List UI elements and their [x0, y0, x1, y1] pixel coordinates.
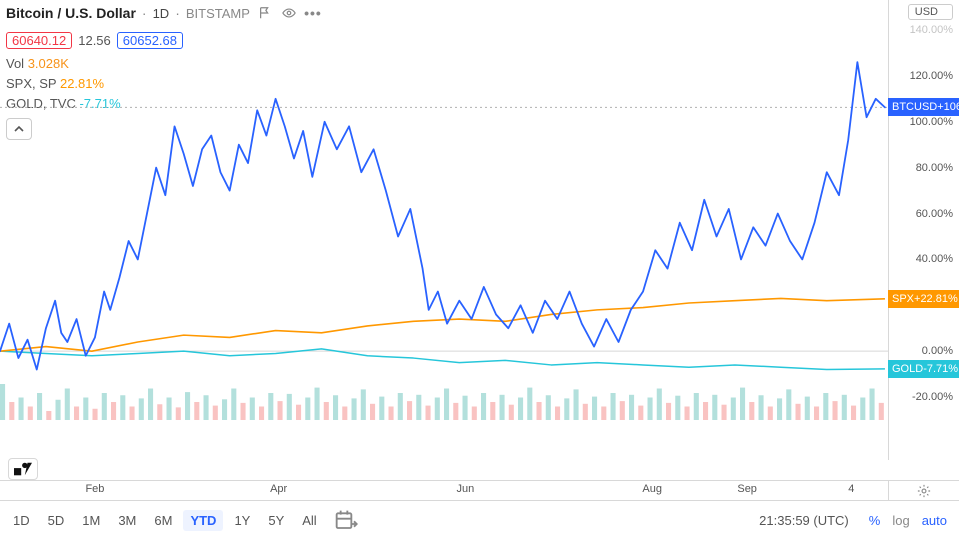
range-all[interactable]: All	[295, 510, 323, 531]
y-tick: 60.00%	[916, 208, 953, 220]
y-tick: 40.00%	[916, 253, 953, 265]
y-tick: 120.00%	[910, 70, 953, 82]
chart-plot[interactable]	[0, 0, 888, 460]
auto-button[interactable]: auto	[916, 510, 953, 531]
x-tick: Aug	[642, 483, 662, 495]
tradingview-logo[interactable]	[8, 458, 38, 480]
goto-date-icon[interactable]	[334, 508, 358, 532]
y-tick: 100.00%	[910, 116, 953, 128]
y-tick: 80.00%	[916, 162, 953, 174]
range-1m[interactable]: 1M	[75, 510, 107, 531]
y-label-btcusd: BTCUSD+106.28%	[888, 98, 959, 116]
percent-button[interactable]: %	[863, 510, 887, 531]
x-tick: Feb	[85, 483, 104, 495]
y-tick: -20.00%	[912, 391, 953, 403]
range-3m[interactable]: 3M	[111, 510, 143, 531]
y-tick: 140.00%	[910, 24, 953, 36]
x-tick: 4	[848, 483, 854, 495]
x-axis[interactable]: Feb Apr Jun Aug Sep 4	[0, 480, 888, 500]
y-label-gold: GOLD-7.71%	[888, 360, 959, 378]
y-tick: 0.00%	[922, 345, 953, 357]
log-button[interactable]: log	[886, 510, 915, 531]
range-1y[interactable]: 1Y	[227, 510, 257, 531]
x-tick: Apr	[270, 483, 287, 495]
footer-toolbar: 1D5D1M3M6MYTD1Y5YAll 21:35:59 (UTC) % lo…	[0, 500, 959, 539]
range-buttons: 1D5D1M3M6MYTD1Y5YAll	[6, 510, 324, 531]
axis-settings-icon[interactable]	[888, 480, 959, 500]
x-tick: Jun	[457, 483, 475, 495]
range-6m[interactable]: 6M	[147, 510, 179, 531]
range-5y[interactable]: 5Y	[261, 510, 291, 531]
clock-label: 21:35:59 (UTC)	[759, 513, 849, 528]
x-tick: Sep	[737, 483, 757, 495]
y-label-spx: SPX+22.81%	[888, 290, 959, 308]
range-5d[interactable]: 5D	[41, 510, 72, 531]
y-axis[interactable]: -20.00%0.00%20.00%40.00%60.00%80.00%100.…	[888, 0, 959, 460]
range-1d[interactable]: 1D	[6, 510, 37, 531]
range-ytd[interactable]: YTD	[183, 510, 223, 531]
